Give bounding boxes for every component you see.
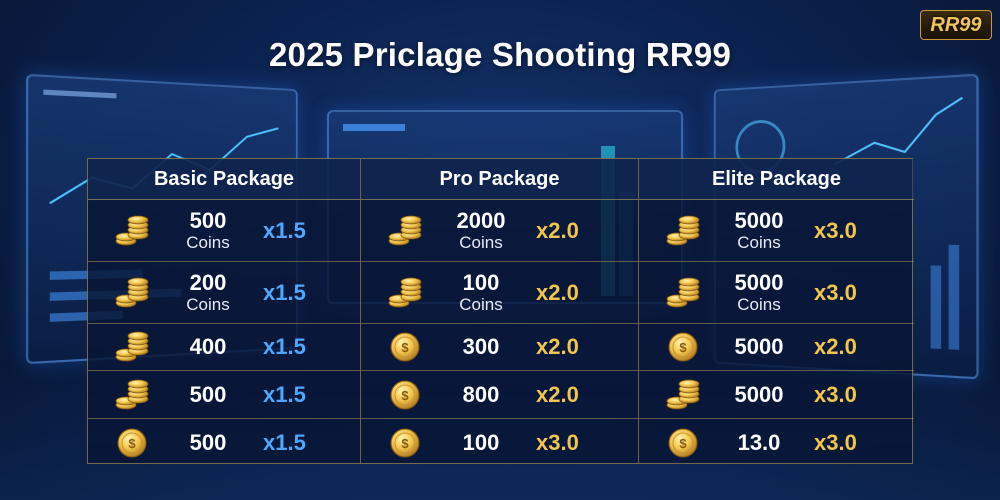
coin-stack-icon bbox=[385, 273, 425, 313]
coin-amount: 5000 Coins bbox=[719, 271, 799, 315]
bonus-multiplier: x1.5 bbox=[263, 431, 306, 455]
coin-amount-value: 500 bbox=[168, 209, 248, 233]
bonus-multiplier: x2.0 bbox=[536, 281, 579, 305]
bonus-multiplier: x2.0 bbox=[536, 335, 579, 359]
bonus-multiplier: x2.0 bbox=[814, 335, 857, 359]
coin-amount-value: 100 bbox=[441, 431, 521, 455]
bonus-multiplier: x1.5 bbox=[263, 383, 306, 407]
coin-amount-value: 400 bbox=[168, 335, 248, 359]
package-row[interactable]: 5000 Coins x3.0 bbox=[639, 200, 914, 262]
coin-amount-value: 2000 bbox=[441, 209, 521, 233]
coin-icon: $ bbox=[663, 327, 703, 367]
svg-text:$: $ bbox=[128, 436, 136, 451]
coin-amount: 100 bbox=[441, 431, 521, 455]
coin-amount: 5000 Coins bbox=[719, 209, 799, 253]
svg-text:$: $ bbox=[401, 436, 409, 451]
coin-stack-icon bbox=[663, 211, 703, 251]
svg-text:$: $ bbox=[679, 340, 687, 355]
bonus-multiplier: x3.0 bbox=[814, 281, 857, 305]
coin-amount-unit: Coins bbox=[168, 295, 248, 315]
brand-logo: RR99 bbox=[920, 10, 992, 40]
package-row[interactable]: 5000 Coins x3.0 bbox=[639, 262, 914, 324]
bonus-multiplier: x1.5 bbox=[263, 335, 306, 359]
package-row[interactable]: 5000 x3.0 bbox=[639, 371, 914, 419]
coin-amount: 500 Coins bbox=[168, 209, 248, 253]
package-row[interactable]: 500 Coins x1.5 bbox=[88, 200, 360, 262]
bonus-multiplier: x2.0 bbox=[536, 383, 579, 407]
svg-text:$: $ bbox=[401, 340, 409, 355]
package-row[interactable]: 400 x1.5 bbox=[88, 324, 360, 371]
package-row[interactable]: $500 x1.5 bbox=[88, 419, 360, 466]
package-header: Elite Package bbox=[639, 159, 914, 200]
package-row[interactable]: 100 Coins x2.0 bbox=[361, 262, 638, 324]
coin-amount: 5000 bbox=[719, 383, 799, 407]
bonus-multiplier: x2.0 bbox=[536, 219, 579, 243]
coin-amount: 800 bbox=[441, 383, 521, 407]
coin-amount-value: 300 bbox=[441, 335, 521, 359]
package-column: Basic Package 500 Coins x1.5 200 Coins x1.5 400… bbox=[88, 159, 361, 463]
package-column: Elite Package 5000 Coins x3.0 5000 Coins x3.0 $… bbox=[639, 159, 914, 463]
coin-amount-value: 100 bbox=[441, 271, 521, 295]
package-row[interactable]: $13.0 x3.0 bbox=[639, 419, 914, 466]
coin-amount-value: 800 bbox=[441, 383, 521, 407]
bonus-multiplier: x1.5 bbox=[263, 281, 306, 305]
coin-amount-unit: Coins bbox=[719, 295, 799, 315]
coin-amount-unit: Coins bbox=[441, 233, 521, 253]
coin-amount-unit: Coins bbox=[719, 233, 799, 253]
coin-icon: $ bbox=[385, 327, 425, 367]
coin-amount-value: 5000 bbox=[719, 209, 799, 233]
package-header: Basic Package bbox=[88, 159, 360, 200]
coin-stack-icon bbox=[112, 273, 152, 313]
coin-amount-value: 200 bbox=[168, 271, 248, 295]
coin-amount-unit: Coins bbox=[168, 233, 248, 253]
bonus-multiplier: x3.0 bbox=[814, 383, 857, 407]
package-row[interactable]: $300 x2.0 bbox=[361, 324, 638, 371]
coin-icon: $ bbox=[385, 423, 425, 463]
coin-stack-icon bbox=[663, 375, 703, 415]
coin-amount: 2000 Coins bbox=[441, 209, 521, 253]
coin-amount-value: 500 bbox=[168, 383, 248, 407]
svg-text:$: $ bbox=[401, 388, 409, 403]
bonus-multiplier: x3.0 bbox=[536, 431, 579, 455]
coin-stack-icon bbox=[112, 327, 152, 367]
coin-icon: $ bbox=[112, 423, 152, 463]
coin-amount: 500 bbox=[168, 431, 248, 455]
package-row[interactable]: 2000 Coins x2.0 bbox=[361, 200, 638, 262]
coin-amount: 300 bbox=[441, 335, 521, 359]
coin-amount: 400 bbox=[168, 335, 248, 359]
coin-amount: 100 Coins bbox=[441, 271, 521, 315]
bonus-multiplier: x3.0 bbox=[814, 431, 857, 455]
coin-amount-value: 5000 bbox=[719, 383, 799, 407]
coin-amount-unit: Coins bbox=[441, 295, 521, 315]
package-row[interactable]: $100 x3.0 bbox=[361, 419, 638, 466]
package-column: Pro Package 2000 Coins x2.0 100 Coins x2.0 $300… bbox=[361, 159, 639, 463]
svg-text:$: $ bbox=[679, 436, 687, 451]
coin-amount: 13.0 bbox=[719, 431, 799, 455]
coin-amount: 200 Coins bbox=[168, 271, 248, 315]
coin-icon: $ bbox=[385, 375, 425, 415]
page-title: 2025 Priclage Shooting RR99 bbox=[0, 36, 1000, 74]
bonus-multiplier: x1.5 bbox=[263, 219, 306, 243]
coin-amount-value: 5000 bbox=[719, 271, 799, 295]
coin-stack-icon bbox=[663, 273, 703, 313]
coin-amount: 500 bbox=[168, 383, 248, 407]
package-row[interactable]: 200 Coins x1.5 bbox=[88, 262, 360, 324]
coin-stack-icon bbox=[112, 375, 152, 415]
coin-amount-value: 500 bbox=[168, 431, 248, 455]
package-row[interactable]: 500 x1.5 bbox=[88, 371, 360, 419]
coin-stack-icon bbox=[112, 211, 152, 251]
coin-amount: 5000 bbox=[719, 335, 799, 359]
package-table: Basic Package 500 Coins x1.5 200 Coins x1.5 400… bbox=[87, 158, 913, 464]
coin-amount-value: 13.0 bbox=[719, 431, 799, 455]
bonus-multiplier: x3.0 bbox=[814, 219, 857, 243]
coin-stack-icon bbox=[385, 211, 425, 251]
coin-icon: $ bbox=[663, 423, 703, 463]
package-row[interactable]: $800 x2.0 bbox=[361, 371, 638, 419]
coin-amount-value: 5000 bbox=[719, 335, 799, 359]
package-row[interactable]: $5000 x2.0 bbox=[639, 324, 914, 371]
package-header: Pro Package bbox=[361, 159, 638, 200]
